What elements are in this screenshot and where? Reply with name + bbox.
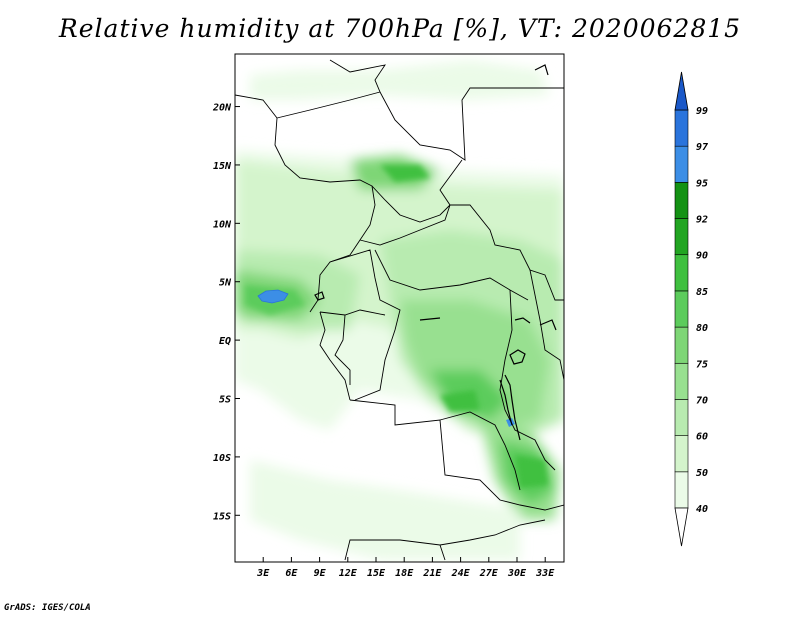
colorbar-segment — [674, 290, 689, 328]
colorbar-label: 92 — [696, 215, 708, 226]
lon-tick-label: 21E — [422, 568, 442, 579]
colorbar-label: 90 — [696, 251, 708, 262]
colorbar: 40 50 60 70 75 80 85 90 92 95 97 99 — [674, 71, 708, 547]
lon-tick-label: 6E — [285, 568, 298, 579]
colorbar-segment — [674, 182, 689, 219]
colorbar-segment — [674, 362, 689, 400]
colorbar-segment — [674, 399, 689, 436]
colorbar-label: 50 — [696, 468, 708, 479]
lat-tick-label: 20N — [212, 103, 232, 114]
map-title: Relative humidity at 700hPa [%], VT: 202… — [58, 14, 742, 43]
grads-credit: GrADS: IGES/COLA — [4, 603, 91, 613]
map-frame — [234, 53, 565, 563]
colorbar-label: 85 — [696, 287, 708, 298]
colorbar-top-arrow — [674, 71, 689, 111]
country-borders — [235, 59, 564, 561]
lon-tick-label: 24E — [451, 568, 471, 579]
lon-tick-label: 27E — [479, 568, 499, 579]
colorbar-label: 97 — [696, 142, 708, 153]
lon-tick-label: 18E — [395, 568, 414, 579]
lon-tick-label: 9E — [314, 568, 327, 579]
lat-tick-label: 10N — [213, 219, 232, 230]
colorbar-label: 60 — [696, 432, 708, 443]
lat-tick-label: 10S — [213, 453, 231, 464]
colorbar-label: 99 — [696, 106, 708, 117]
lon-tick-label: 30E — [507, 568, 527, 579]
lon-tick-label: 15E — [367, 568, 386, 579]
colorbar-segment — [674, 109, 689, 147]
longitude-axis: 3E 6E 9E 12E 15E 18E 21E 24E 27E 30E 33E — [256, 557, 555, 579]
lat-tick-label: 5N — [219, 278, 232, 289]
colorbar-label: 75 — [696, 359, 708, 370]
colorbar-label: 95 — [696, 178, 708, 189]
lat-tick-label: 15S — [213, 511, 231, 522]
colorbar-bottom-arrow — [674, 507, 689, 547]
lake-outlines — [314, 64, 557, 441]
humidity-field — [235, 54, 564, 562]
colorbar-segment — [674, 471, 689, 509]
lon-tick-label: 3E — [256, 568, 270, 579]
colorbar-label: 80 — [696, 323, 708, 334]
colorbar-segment — [674, 326, 689, 364]
lat-tick-label: EQ — [219, 336, 231, 347]
colorbar-label: 70 — [696, 395, 708, 406]
colorbar-segment — [674, 218, 689, 256]
lon-tick-label: 12E — [339, 568, 358, 579]
latitude-axis: 20N 15N 10N 5N EQ 5S 10S 15S — [212, 103, 240, 522]
lat-tick-label: 15N — [213, 161, 232, 172]
colorbar-label: 40 — [696, 504, 708, 515]
lon-tick-label: 33E — [535, 568, 555, 579]
colorbar-segment — [674, 435, 689, 473]
colorbar-segment — [674, 254, 689, 292]
colorbar-segment — [674, 145, 689, 183]
lat-tick-label: 5S — [219, 395, 231, 406]
